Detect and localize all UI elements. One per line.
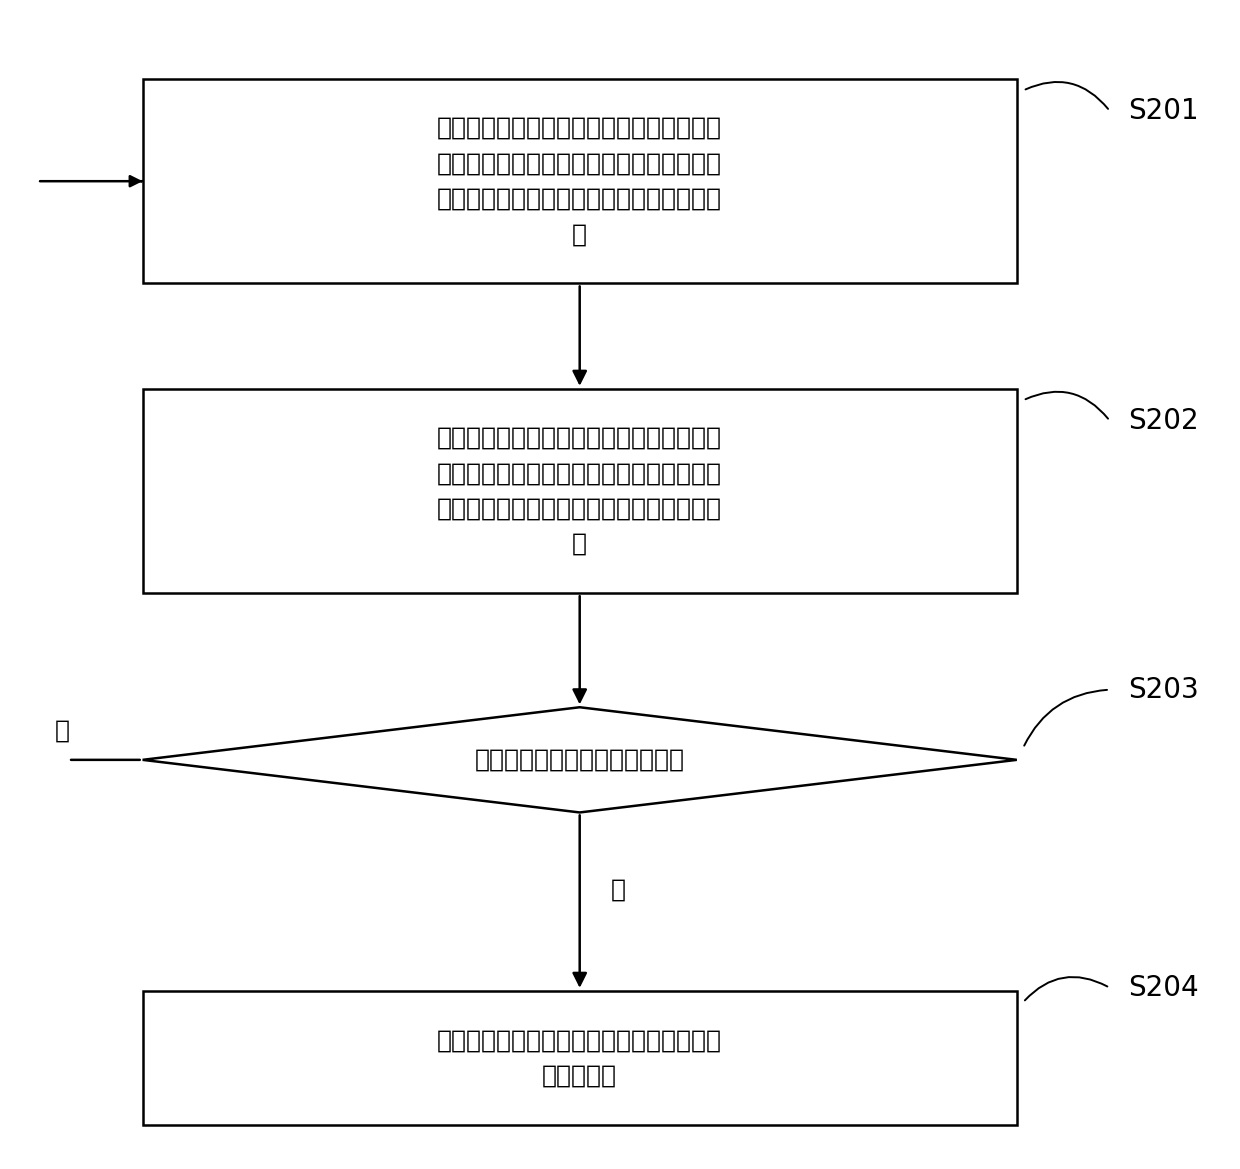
Text: 根据切入车辆相对于本车定曲率行驶路径的
纵向曲线距离和纵向速度，计算得到切入车
辆相对于本车定曲率行驶路径的纵向碰撞时
间: 根据切入车辆相对于本车定曲率行驶路径的 纵向曲线距离和纵向速度，计算得到切入车 … — [438, 116, 722, 247]
Polygon shape — [143, 707, 1017, 812]
Text: S203: S203 — [1128, 676, 1199, 704]
FancyBboxPatch shape — [143, 991, 1017, 1125]
Text: 横向碰撞时间小于纵向碰撞时间: 横向碰撞时间小于纵向碰撞时间 — [475, 748, 684, 772]
Text: S204: S204 — [1128, 974, 1199, 1002]
Text: S202: S202 — [1128, 407, 1199, 435]
FancyBboxPatch shape — [143, 388, 1017, 594]
Text: 是: 是 — [611, 878, 626, 902]
Text: 根据切入车辆相对于本车定曲率行驶路径的
横向直线距离和横向速度，计算得到切入车
辆相对于本车定曲率行驶路径的横向碰撞时
间: 根据切入车辆相对于本车定曲率行驶路径的 横向直线距离和横向速度，计算得到切入车 … — [438, 426, 722, 556]
Text: 否: 否 — [55, 719, 69, 742]
Text: 判定切入车辆为对本车辆具有威胁的横向切
入目标车辆: 判定切入车辆为对本车辆具有威胁的横向切 入目标车辆 — [438, 1029, 722, 1087]
Text: S201: S201 — [1128, 97, 1199, 125]
FancyBboxPatch shape — [143, 79, 1017, 284]
